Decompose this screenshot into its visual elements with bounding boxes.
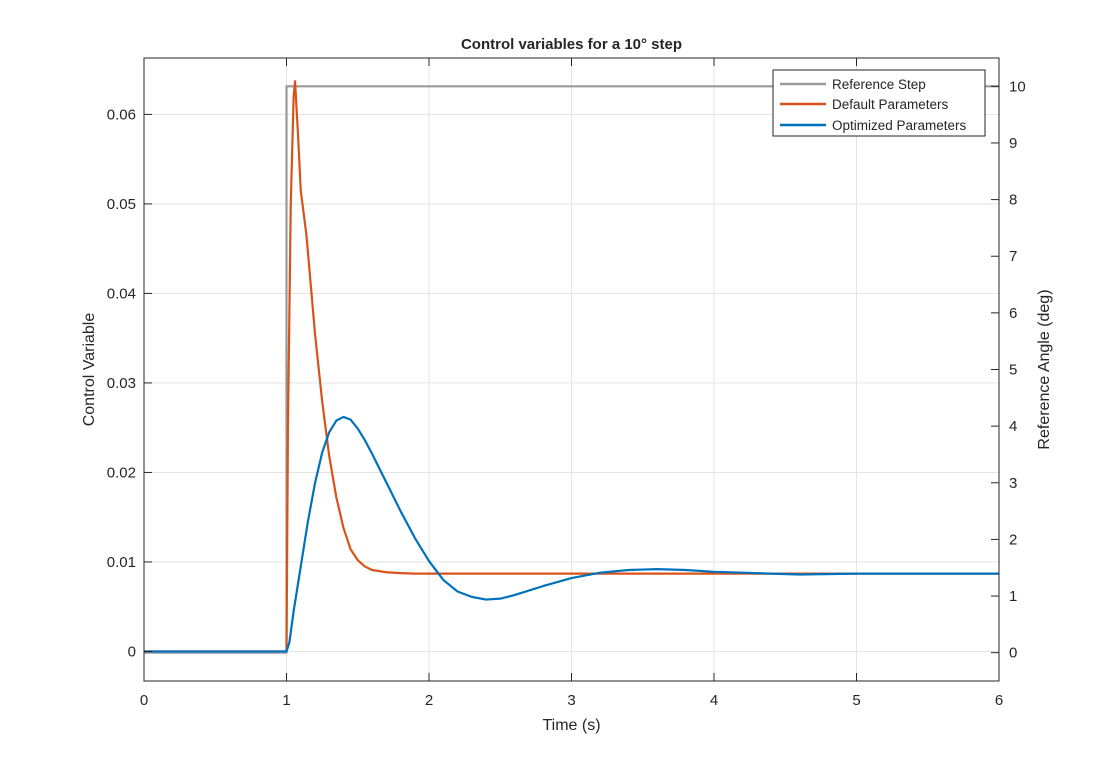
y-tick-label: 0.04	[107, 285, 136, 302]
series-lines	[144, 80, 999, 654]
legend-label-optimized-parameters: Optimized Parameters	[832, 118, 967, 133]
y-axis-right-label: Reference Angle (deg)	[1036, 289, 1053, 449]
x-axis-label: Time (s)	[542, 717, 600, 734]
y-right-tick-label: 2	[1009, 531, 1017, 548]
series-line-reference-step	[144, 85, 999, 654]
y-right-tick-label: 5	[1009, 362, 1017, 379]
y-right-tick-label: 6	[1009, 305, 1017, 322]
y-tick-label: 0.06	[107, 106, 136, 123]
legend: Reference Step Default Parameters Optimi…	[772, 69, 986, 137]
y-tick-label: 0	[128, 643, 136, 660]
y-right-tick-label: 10	[1009, 78, 1026, 95]
x-tick-label: 2	[425, 692, 433, 709]
legend-label-reference-step: Reference Step	[832, 77, 926, 92]
y-right-tick-label: 3	[1009, 475, 1017, 492]
x-tick-label: 5	[852, 692, 860, 709]
chart-title: Control variables for a 10° step	[461, 36, 682, 53]
legend-label-default-parameters: Default Parameters	[832, 97, 949, 112]
x-tick-label: 1	[282, 692, 290, 709]
axis-ticks: 0 1 2 3 4 5 6 0 0.01 0.02 0.03 0.04 0.05 0.06 0 1 2 3 4 5 6 7…	[107, 58, 1026, 709]
x-tick-label: 3	[567, 692, 575, 709]
y-right-tick-label: 8	[1009, 192, 1017, 209]
y-tick-label: 0.02	[107, 464, 136, 481]
x-tick-label: 0	[140, 692, 148, 709]
x-tick-label: 4	[710, 692, 718, 709]
y-tick-label: 0.03	[107, 375, 136, 392]
x-tick-label: 6	[995, 692, 1003, 709]
series-line-default-parameters	[144, 80, 999, 653]
y-tick-label: 0.05	[107, 196, 136, 213]
y-right-tick-label: 0	[1009, 645, 1017, 662]
series-line-optimized-parameters	[144, 415, 999, 653]
y-axis-label: Control Variable	[81, 313, 98, 427]
y-right-tick-label: 4	[1009, 418, 1017, 435]
y-right-tick-label: 1	[1009, 588, 1017, 605]
y-right-tick-label: 9	[1009, 135, 1017, 152]
y-right-tick-label: 7	[1009, 248, 1017, 265]
y-tick-label: 0.01	[107, 554, 136, 571]
